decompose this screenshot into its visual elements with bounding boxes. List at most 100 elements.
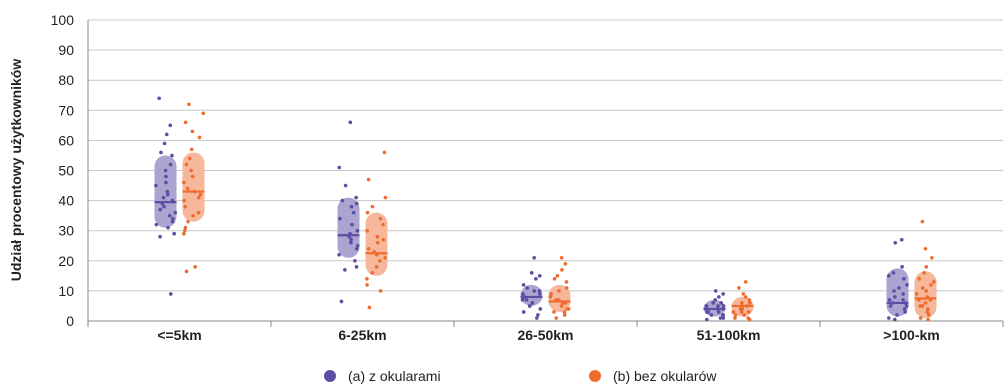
data-point <box>525 286 529 290</box>
median-lines <box>154 190 937 311</box>
data-point <box>183 225 188 230</box>
data-point <box>353 259 357 263</box>
data-point <box>888 304 893 308</box>
y-tick-label: 40 <box>58 193 74 209</box>
data-point <box>182 231 186 236</box>
data-point <box>365 210 370 215</box>
data-point <box>340 198 345 203</box>
data-point <box>183 120 188 125</box>
data-point <box>161 195 166 200</box>
data-point <box>920 286 925 290</box>
data-point <box>901 292 905 296</box>
data-point <box>557 289 561 293</box>
data-point <box>374 265 379 269</box>
data-point <box>532 289 537 293</box>
data-point <box>351 210 356 215</box>
y-tick-label: 60 <box>58 132 74 148</box>
data-point <box>375 234 380 239</box>
data-point <box>537 292 542 296</box>
data-point <box>548 295 553 299</box>
data-point <box>198 192 203 197</box>
data-point <box>733 313 738 317</box>
data-point <box>711 301 715 305</box>
data-point <box>549 292 553 296</box>
data-point <box>562 313 567 317</box>
data-point <box>713 289 718 293</box>
data-point <box>716 310 721 314</box>
data-point <box>365 228 369 233</box>
iqr-band <box>365 212 388 276</box>
data-point <box>746 310 751 314</box>
data-point <box>914 292 919 296</box>
data-point <box>538 307 543 311</box>
data-point <box>339 299 344 304</box>
data-point <box>893 317 897 322</box>
data-point <box>521 292 525 296</box>
data-point <box>897 286 901 290</box>
y-tick-label: 0 <box>66 313 74 329</box>
data-point <box>555 274 560 278</box>
data-point <box>197 135 202 140</box>
y-axis-ticks: 0 10 20 30 40 50 60 70 80 90 100 <box>51 12 75 329</box>
data-point <box>354 246 359 251</box>
data-point <box>370 204 375 209</box>
data-point <box>887 316 891 320</box>
data-point <box>560 268 564 272</box>
iqr-band <box>182 152 205 222</box>
data-point <box>903 310 907 314</box>
data-point <box>932 280 936 284</box>
x-category-label: 26-50km <box>517 327 573 343</box>
data-point <box>920 304 925 308</box>
data-point <box>355 228 360 233</box>
data-point <box>158 234 162 239</box>
data-point <box>167 213 172 218</box>
data-point <box>383 195 388 200</box>
y-tick-label: 90 <box>58 42 74 58</box>
data-point <box>927 313 931 317</box>
data-point <box>382 150 387 155</box>
legend-label: (a) z okularami <box>348 368 441 384</box>
data-point <box>366 177 371 182</box>
y-tick-label: 80 <box>58 72 74 88</box>
data-point <box>337 165 342 170</box>
data-point <box>183 204 187 209</box>
data-point <box>537 274 542 278</box>
data-point <box>337 252 341 257</box>
data-point <box>719 301 723 305</box>
data-point <box>349 204 354 209</box>
data-point <box>338 216 342 221</box>
data-point <box>193 265 197 269</box>
x-axis-categories: <=5km 6-25km 26-50km 51-100km >100-km <box>87 321 1004 343</box>
data-point <box>365 283 369 287</box>
data-point <box>343 268 347 272</box>
data-point <box>929 283 933 287</box>
data-point <box>164 174 168 179</box>
data-point <box>529 271 534 275</box>
data-point <box>171 216 175 221</box>
data-point <box>165 189 170 194</box>
data-point <box>349 237 353 242</box>
data-point <box>173 210 178 215</box>
data-point <box>381 222 385 227</box>
data-point <box>917 277 922 281</box>
data-point <box>923 246 928 251</box>
data-point <box>893 295 897 299</box>
data-point <box>731 310 736 314</box>
data-point <box>375 240 380 245</box>
data-point <box>191 213 195 218</box>
data-points <box>154 96 936 322</box>
data-point <box>532 255 536 260</box>
data-point <box>354 265 359 269</box>
data-point <box>892 289 896 293</box>
data-point <box>159 150 163 155</box>
data-point <box>168 162 173 167</box>
gridlines <box>87 19 1003 322</box>
legend-label: (b) bez okularów <box>613 368 717 384</box>
x-category-label: >100-km <box>883 327 939 343</box>
data-point <box>184 162 189 167</box>
data-point <box>165 192 170 197</box>
data-point <box>187 156 192 161</box>
data-point <box>170 153 174 158</box>
data-point <box>742 313 747 317</box>
data-point <box>537 289 542 293</box>
